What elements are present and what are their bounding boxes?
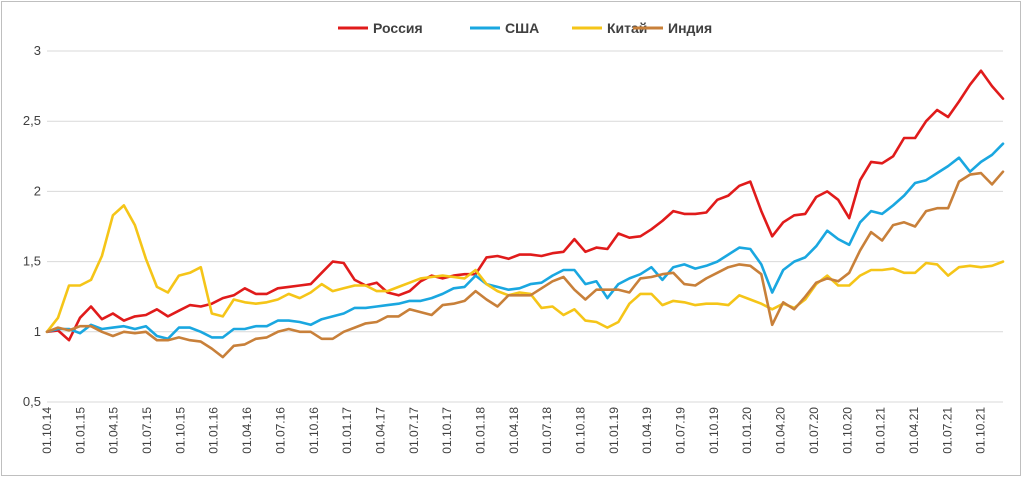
x-tick-label: 01.01.20 bbox=[740, 407, 754, 454]
x-tick-label: 01.01.16 bbox=[207, 407, 221, 454]
y-tick-label: 0,5 bbox=[23, 394, 41, 409]
x-tick-label: 01.04.15 bbox=[107, 407, 121, 454]
legend-label-0: Россия bbox=[373, 20, 423, 36]
x-tick-label: 01.01.19 bbox=[607, 407, 621, 454]
x-tick-label: 01.07.15 bbox=[140, 407, 154, 454]
x-tick-label: 01.10.15 bbox=[173, 407, 187, 454]
x-tick-label: 01.10.16 bbox=[307, 407, 321, 454]
x-tick-label: 01.07.20 bbox=[807, 407, 821, 454]
x-tick-label: 01.07.18 bbox=[540, 407, 554, 454]
series-line-3 bbox=[45, 170, 1005, 359]
x-tick-label: 01.04.19 bbox=[640, 407, 654, 454]
legend: Россия США Китай Индия bbox=[338, 20, 712, 36]
x-tick-label: 01.07.17 bbox=[407, 407, 421, 454]
x-tick-label: 01.01.17 bbox=[340, 407, 354, 454]
grid-lines bbox=[47, 50, 1003, 403]
series-line-1 bbox=[45, 142, 1005, 341]
x-tick-label: 01.01.21 bbox=[874, 407, 888, 454]
y-tick-label: 1 bbox=[34, 324, 41, 339]
series-line-2 bbox=[45, 204, 1005, 334]
y-tick-label: 3 bbox=[34, 43, 41, 58]
y-tick-label: 2 bbox=[34, 183, 41, 198]
x-tick-label: 01.10.14 bbox=[40, 407, 54, 454]
x-tick-label: 01.07.19 bbox=[674, 407, 688, 454]
x-tick-label: 01.01.15 bbox=[73, 407, 87, 454]
legend-label-1: США bbox=[505, 20, 539, 36]
x-tick-label: 01.10.20 bbox=[840, 407, 854, 454]
x-tick-label: 01.07.21 bbox=[940, 407, 954, 454]
y-tick-label: 2,5 bbox=[23, 113, 41, 128]
x-tick-label: 01.10.21 bbox=[974, 407, 988, 454]
x-tick-label: 01.10.17 bbox=[440, 407, 454, 454]
x-tick-label: 01.04.18 bbox=[507, 407, 521, 454]
x-tick-label: 01.01.18 bbox=[473, 407, 487, 454]
x-tick-label: 01.07.16 bbox=[273, 407, 287, 454]
y-axis-ticks: 0,5 1 1,5 2 2,5 3 bbox=[23, 43, 41, 409]
series-line-0 bbox=[45, 69, 1005, 342]
x-tick-label: 01.04.20 bbox=[774, 407, 788, 454]
legend-label-2: Китай bbox=[607, 20, 647, 36]
x-tick-label: 01.04.16 bbox=[240, 407, 254, 454]
x-tick-label: 01.04.21 bbox=[907, 407, 921, 454]
series-lines bbox=[45, 69, 1005, 359]
legend-label-3: Индия bbox=[668, 20, 712, 36]
x-tick-label: 01.10.18 bbox=[574, 407, 588, 454]
x-tick-label: 01.10.19 bbox=[707, 407, 721, 454]
x-axis-ticks: 01.10.14 01.01.15 01.04.15 01.07.15 01.10.15… bbox=[40, 407, 988, 454]
x-tick-label: 01.04.17 bbox=[373, 407, 387, 454]
y-tick-label: 1,5 bbox=[23, 254, 41, 269]
